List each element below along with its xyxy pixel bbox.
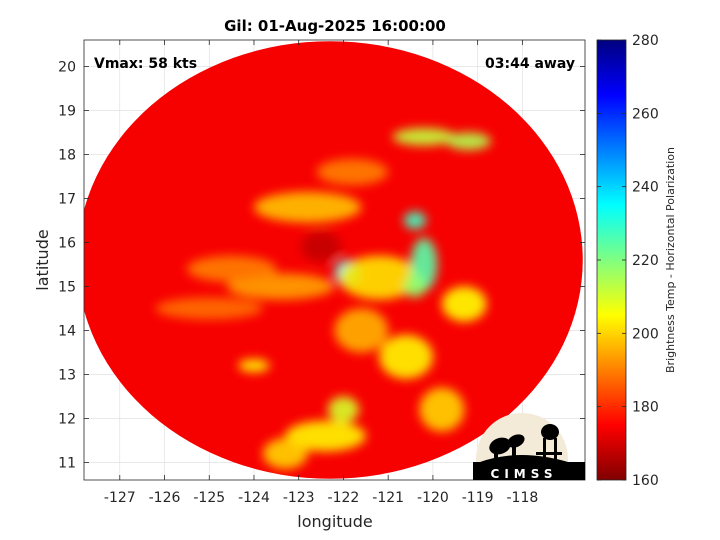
- colorbar-tick-label: 240: [632, 180, 659, 196]
- feature-blob: [186, 255, 277, 282]
- x-tick-label: -124: [238, 490, 270, 506]
- logo-silhouette-icon: [473, 424, 585, 480]
- feature-blob: [379, 334, 433, 379]
- y-tick-label: 16: [58, 235, 76, 251]
- feature-blob: [238, 359, 270, 373]
- y-tick-label: 11: [58, 455, 76, 471]
- y-axis-label: latitude: [33, 229, 52, 290]
- x-tick-label: -119: [462, 490, 494, 506]
- feature-blob: [253, 191, 362, 223]
- x-axis-label: longitude: [297, 512, 372, 531]
- colorbar-tick-label: 220: [632, 253, 659, 269]
- x-tick-label: -120: [417, 490, 449, 506]
- x-tick-label: -118: [506, 490, 538, 506]
- cimss-logo: CIMSS: [473, 413, 585, 481]
- y-tick-label: 17: [58, 191, 76, 207]
- colorbar-ticks: 160 180 200 220 240 260 280: [597, 33, 659, 489]
- feature-blob: [262, 438, 308, 469]
- x-tick-label: -123: [283, 490, 315, 506]
- feature-blob: [334, 308, 389, 353]
- y-tick-label: 15: [58, 279, 76, 295]
- feature-blob: [419, 387, 465, 432]
- vmax-annotation: Vmax: 58 kts: [94, 56, 197, 72]
- y-tick-label: 12: [58, 411, 76, 427]
- x-tick-label: -127: [104, 490, 136, 506]
- x-tick-label: -121: [372, 490, 404, 506]
- chart-title: Gil: 01-Aug-2025 16:00:00: [224, 17, 446, 35]
- colorbar-tick-label: 280: [632, 33, 659, 49]
- feature-blob: [392, 128, 456, 146]
- time-away-annotation: 03:44 away: [485, 56, 575, 72]
- colorbar-tick-label: 200: [632, 326, 659, 342]
- feature-blob: [316, 158, 389, 186]
- feature-blob: [300, 231, 342, 263]
- colorbar-tick-label: 160: [632, 473, 659, 489]
- feature-blob: [446, 132, 492, 150]
- feature-blob: [327, 396, 360, 423]
- x-tick-label: -126: [149, 490, 181, 506]
- convective-features: [155, 128, 492, 469]
- y-tick-label: 13: [58, 367, 76, 383]
- colorbar-label: Brightness Temp - Horizontal Polarizatio…: [664, 147, 677, 373]
- colorbar-tick-label: 180: [632, 400, 659, 416]
- feature-blob: [338, 255, 420, 300]
- x-tick-labels: -127 -126 -125 -124 -123 -122 -121 -120 -119 -118: [104, 490, 538, 506]
- feature-blob: [285, 420, 366, 452]
- colorbar-tick-label: 260: [632, 106, 659, 122]
- feature-blob: [155, 297, 263, 320]
- y-tick-labels: 11 12 13 14 15 16 17 18 19 20: [58, 59, 76, 471]
- y-tick-label: 14: [58, 323, 76, 339]
- feature-blob: [403, 275, 427, 298]
- feature-blob: [441, 286, 487, 322]
- x-tick-label: -122: [328, 490, 360, 506]
- feature-blob: [403, 211, 427, 230]
- axes-frame: [83, 39, 586, 481]
- x-tick-label: -125: [193, 490, 225, 506]
- y-tick-label: 19: [58, 103, 76, 119]
- y-tick-label: 18: [58, 147, 76, 163]
- logo-text: CIMSS: [491, 467, 558, 481]
- colorbar: [596, 39, 627, 481]
- y-tick-label: 20: [58, 59, 76, 75]
